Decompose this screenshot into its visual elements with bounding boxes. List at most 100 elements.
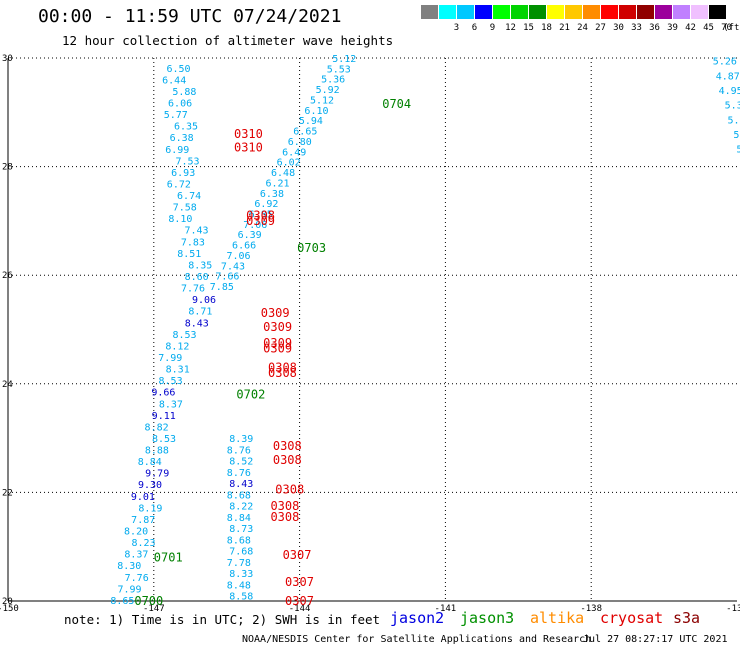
wave-height-value: 6.06	[168, 98, 192, 109]
note-text: note: 1) Time is in UTC; 2) SWH is in fe…	[64, 612, 381, 627]
x-tick-label: -150	[0, 604, 19, 614]
wave-height-value: 8.22	[229, 502, 253, 513]
wave-height-value: 7.06	[243, 220, 267, 231]
wave-height-value: 8.84	[138, 457, 162, 468]
pass-time-label: 0307	[285, 575, 314, 589]
legend-swatch	[637, 5, 654, 19]
satellite-altika: altika	[530, 609, 585, 627]
legend-label: 30	[613, 23, 624, 33]
legend-unit: (ft)	[723, 23, 740, 33]
wave-height-value: 8.10	[168, 214, 192, 225]
wave-height-value: 5.26	[713, 57, 737, 68]
x-tick-label: -147	[143, 604, 165, 614]
legend-label: 21	[559, 23, 570, 33]
wave-height-value: 9.06	[192, 295, 216, 306]
timestamp-text: Jul 27 08:27:17 UTC 2021	[583, 634, 728, 645]
legend-swatch	[511, 5, 528, 19]
wave-height-value: 6.93	[171, 168, 195, 179]
wave-height-value: 8.88	[145, 446, 169, 457]
wave-height-value: 5.53	[327, 64, 351, 75]
wave-height-value: 8.37	[124, 550, 148, 561]
pass-time-label: 0308	[270, 499, 299, 513]
wave-height-value: 8.35	[188, 260, 212, 271]
legend-swatch	[421, 5, 438, 19]
x-tick-label: -135	[726, 604, 740, 614]
pass-time-label: 0309	[263, 320, 292, 334]
wave-height-value: 4.95	[719, 86, 740, 97]
legend-swatch	[673, 5, 690, 19]
wave-height-value: 9.01	[131, 492, 155, 503]
wave-height-value: 8.43	[229, 479, 253, 490]
wave-height-value: 7.58	[173, 203, 197, 214]
wave-height-value: 5.12	[310, 95, 334, 106]
legend-label: 15	[523, 23, 534, 33]
wave-height-value: 8.20	[124, 527, 148, 538]
pass-time-label: 0702	[236, 388, 265, 402]
legend-label: 6	[471, 23, 478, 33]
legend-label: 36	[649, 23, 660, 33]
legend-swatch	[583, 5, 600, 19]
legend-label: 45	[703, 23, 714, 33]
wave-height-value: 6.92	[254, 199, 278, 210]
legend-swatch	[691, 5, 708, 19]
wave-height-value: 7.78	[227, 558, 251, 569]
legend-swatch	[493, 5, 510, 19]
legend-label: 18	[541, 23, 552, 33]
wave-height-value: 5.94	[299, 116, 323, 127]
wave-height-value: 5.3	[727, 115, 740, 126]
wave-height-value: 8.39	[229, 434, 253, 445]
wave-height-value: 5.92	[316, 85, 340, 96]
wave-height-value: 7.99	[118, 584, 142, 595]
wave-height-value: 8.23	[131, 538, 155, 549]
legend-label: 3	[453, 23, 460, 33]
legend-swatch	[601, 5, 618, 19]
wave-height-value: 7.83	[181, 237, 205, 248]
legend-swatch	[475, 5, 492, 19]
legend-label: 9	[489, 23, 496, 33]
pass-time-label: 0308	[273, 453, 302, 467]
y-tick-label: 26	[2, 271, 13, 281]
legend-swatch	[709, 5, 726, 19]
legend-label: 39	[667, 23, 678, 33]
wave-height-value: 6.38	[170, 133, 194, 144]
pass-time-label: 0308	[246, 208, 275, 222]
wave-height-value: 7.87	[131, 515, 155, 526]
y-tick-label: 28	[2, 163, 13, 173]
wave-height-value: 8.43	[185, 318, 209, 329]
wave-height-value: 8.52	[229, 457, 253, 468]
pass-time-label: 0700	[134, 594, 163, 608]
legend-swatch	[655, 5, 672, 19]
wave-height-value: 8.76	[227, 468, 251, 479]
legend-swatch	[529, 5, 546, 19]
pass-time-label: 0308	[268, 366, 297, 380]
wave-height-value: 7.76	[125, 573, 149, 584]
wave-height-value: 5.	[736, 145, 740, 156]
wave-height-value: 6.72	[167, 179, 191, 190]
wave-height-value: 8.53	[152, 434, 176, 445]
wave-height-value: 6.02	[277, 158, 301, 169]
pass-time-label: 0309	[261, 306, 290, 320]
wave-height-value: 8.76	[227, 445, 251, 456]
wave-height-value: 8.65	[110, 596, 134, 607]
wave-height-value: 6.10	[304, 106, 328, 117]
pass-time-label: 0701	[154, 551, 183, 565]
legend-label: 70	[721, 23, 732, 33]
wave-height-value: 7.53	[175, 156, 199, 167]
wave-height-value: 7.68	[229, 547, 253, 558]
wave-height-value: 6.50	[166, 64, 190, 75]
wave-height-value: 8.30	[117, 561, 141, 572]
wave-height-value: 7.43	[221, 261, 245, 272]
wave-height-value: 8.68	[227, 490, 251, 501]
pass-time-label: 0309	[263, 342, 292, 356]
wave-height-value: 8.68	[227, 535, 251, 546]
legend-swatch	[439, 5, 456, 19]
wave-height-value: 7.99	[158, 353, 182, 364]
satellite-cryosat: cryosat	[600, 609, 664, 627]
pass-time-label: 0308	[273, 439, 302, 453]
wave-height-value: 8.37	[159, 399, 183, 410]
pass-time-label: 0310	[234, 141, 263, 155]
wave-height-value: 5.88	[172, 87, 196, 98]
wave-height-value: 6.65	[293, 127, 317, 138]
pass-time-label: 0307	[285, 594, 314, 608]
